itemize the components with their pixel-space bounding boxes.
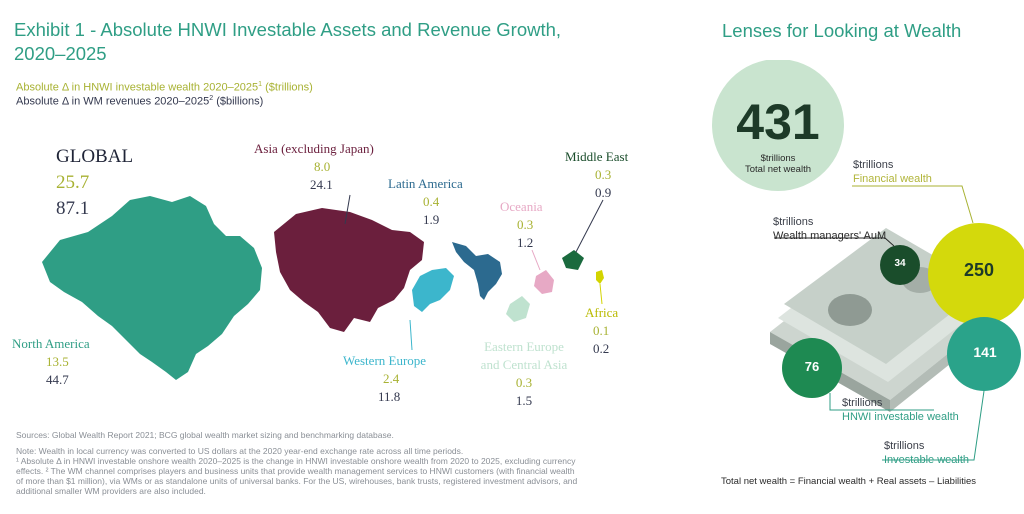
middle-east-shape [562,250,584,270]
financial-leader-line [852,185,974,224]
africa-leader-line [599,283,603,305]
africa-shape [596,270,604,284]
global-revenue-value: 87.1 [56,198,90,219]
wm-aum-bubble [880,245,920,285]
investable-wealth-label: $trillions Investable wealth [884,440,969,466]
investable-wealth-bubble [947,317,1021,391]
region-north-america: North America 13.5 44.7 [12,336,90,387]
financial-wealth-value: 250 [963,260,995,280]
hnwi-investable-wealth-value: 76 [804,359,820,374]
middle-east-leader-line [575,199,604,253]
asia-shape [274,208,424,332]
asia-leader-line [344,194,351,225]
oceania-shape [534,270,554,294]
oceania-leader-line [531,249,541,271]
investable-leader-line [882,390,985,461]
total-net-wealth-bubble [712,60,844,191]
wealth-formula: Total net wealth = Financial wealth + Re… [721,476,977,487]
wm-aum-label: $trillions Wealth managers' AuM [773,216,887,242]
eastern-europe-shape [506,296,530,322]
note-5: additional smaller WM providers are also… [16,486,206,496]
hnwi-investable-wealth-label: $trillions HNWI investable wealth [842,397,959,423]
hnwi-leader-line [829,393,934,411]
region-eastern-europe: Eastern Europe and Central Asia 0.3 1.5 [480,339,568,408]
global-label: GLOBAL [56,146,134,167]
exhibit-title: Exhibit 1 - Absolute HNWI Investable Ass… [14,19,562,64]
note-1: Note: Wealth in local currency was conve… [16,446,464,456]
investable-wealth-value: 141 [973,344,997,360]
legend-wealth: Absolute Δ in HNWI investable wealth 202… [16,81,313,94]
sources-note: Sources: Global Wealth Report 2021; BCG … [16,430,394,440]
western-europe-leader-line [409,319,413,351]
region-africa: Africa 0.1 0.2 [585,305,619,356]
north-america-shape [42,196,262,380]
wm-aum-value: 34 [894,258,906,269]
western-europe-shape [412,268,454,312]
region-oceania: Oceania 0.3 1.2 [500,199,543,250]
lenses-title: Lenses for Looking at Wealth [722,20,962,41]
financial-wealth-label: $trillions Financial wealth [853,159,932,185]
region-asia: Asia (excluding Japan) 8.0 24.1 [254,141,374,192]
total-net-wealth-caption: $trillions Total net wealth [744,153,811,175]
financial-wealth-bubble [928,223,1024,325]
latin-america-shape [452,242,502,300]
world-map [42,194,604,380]
hnwi-investable-wealth-bubble [782,338,842,398]
region-latin-america: Latin America 0.4 1.9 [388,176,463,227]
region-western-europe: Western Europe 2.4 11.8 [343,353,427,404]
note-3: effects. ² The WM channel comprises play… [16,466,575,476]
aum-leader-line [774,237,895,247]
note-4: of more than $1 million), via WMs or as … [16,476,578,486]
total-net-wealth-value: 431 [736,94,820,150]
note-2: ¹ Absolute Δ in HNWI investable onshore … [16,456,576,466]
global-wealth-value: 25.7 [56,172,90,193]
region-middle-east: Middle East 0.3 0.9 [565,149,629,200]
lenses-graphic [712,60,1024,461]
legend-revenue: Absolute Δ in WM revenues 2020–20252 ($b… [16,95,264,108]
